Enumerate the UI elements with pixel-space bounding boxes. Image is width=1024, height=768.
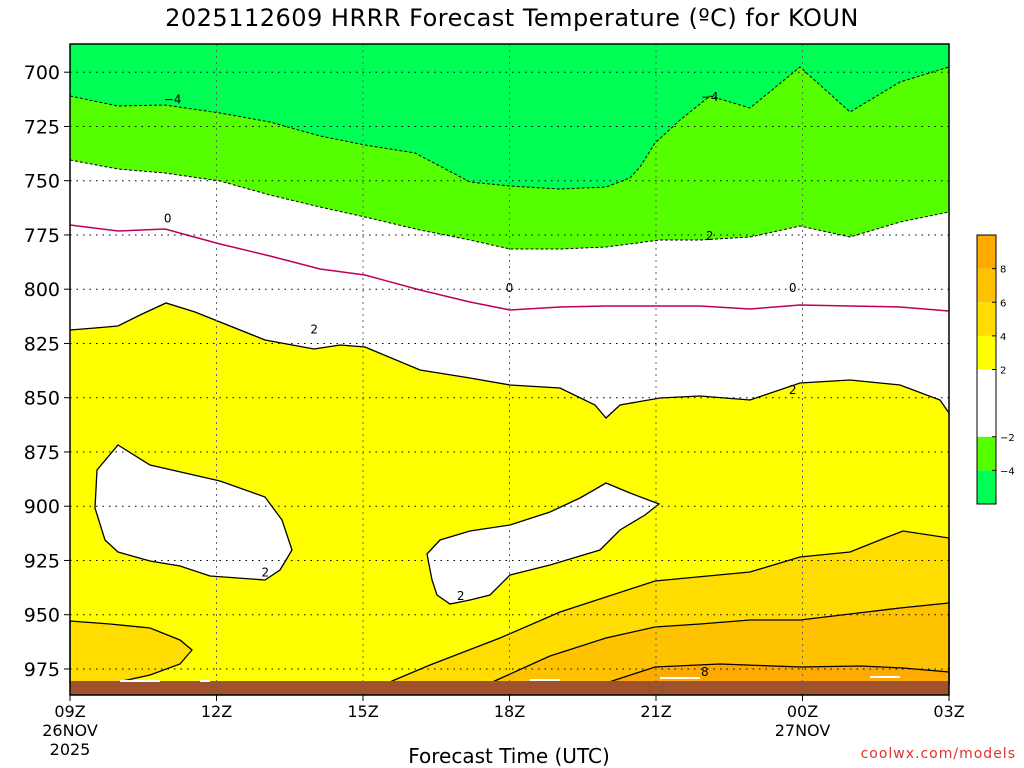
colorbar-tick-label: −2 <box>1000 433 1015 444</box>
x-axis-label: Forecast Time (UTC) <box>408 744 610 768</box>
contour-labels: −4 −4 0 2 0 0 2 2 2 2 8 <box>164 90 797 679</box>
colorbar-segment <box>977 436 996 471</box>
contour-line-minus4 <box>69 66 950 190</box>
y-tick-label: 750 <box>24 171 60 193</box>
x-tick-label: 15Z <box>347 702 378 721</box>
y-tick-label: 875 <box>24 442 60 464</box>
contour-label: −4 <box>164 92 182 106</box>
colorbar-tick-label: 8 <box>1000 265 1006 276</box>
chart-title: 2025112609 HRRR Forecast Temperature (ºC… <box>165 4 859 32</box>
y-tick-label: 775 <box>24 225 60 247</box>
ground-edge-marks <box>120 676 900 682</box>
x-tick-label: 00Z <box>787 702 818 721</box>
y-tick-label: 825 <box>24 333 60 355</box>
contour-label: 0 <box>164 212 172 226</box>
x-tick-label: 18Z <box>494 702 525 721</box>
region-white-bubble-left <box>94 444 293 581</box>
colorbar-segment <box>977 470 996 504</box>
x-year-label: 2025 <box>50 740 91 759</box>
contour-label: 2 <box>262 565 270 579</box>
grid-lines <box>70 44 949 695</box>
credit-text: coolwx.com/models <box>860 746 1016 762</box>
colorbar-segment <box>977 235 996 269</box>
colorbar: 8 6 4 2 −2 −4 <box>976 234 1015 505</box>
y-tick-label: 700 <box>24 62 60 84</box>
y-tick-label: 850 <box>24 388 60 410</box>
contour-line-2 <box>69 302 950 419</box>
colorbar-tick-label: −4 <box>1000 466 1015 477</box>
x-date-label: 27NOV <box>775 721 831 740</box>
contour-label: 0 <box>506 281 514 295</box>
contour-label: 2 <box>457 589 465 603</box>
x-date-label: 26NOV <box>42 721 98 740</box>
x-tick-label: 09Z <box>54 702 85 721</box>
contour-label: 2 <box>789 383 797 397</box>
colorbar-tick-label: 2 <box>1000 366 1006 377</box>
colorbar-segment <box>977 302 996 336</box>
y-tick-label: 950 <box>24 605 60 627</box>
contour-label: 2 <box>706 229 714 243</box>
contour-label: 0 <box>789 281 797 295</box>
y-tick-label: 925 <box>24 550 60 572</box>
x-tick-label: 21Z <box>640 702 671 721</box>
y-tick-label: 975 <box>24 659 60 681</box>
region-white-bubble-mid <box>426 482 661 605</box>
colorbar-segment <box>977 369 996 437</box>
y-tick-label: 800 <box>24 279 60 301</box>
x-tick-label: 03Z <box>933 702 964 721</box>
colorbar-tick-label: 6 <box>1000 298 1006 309</box>
contour-label: 2 <box>310 322 318 336</box>
y-tick-label: 725 <box>24 116 60 138</box>
colorbar-segment <box>977 335 996 370</box>
y-tick-label: 900 <box>24 496 60 518</box>
colorbar-segment <box>977 268 996 303</box>
contour-label: 8 <box>701 665 709 679</box>
x-tick-label: 12Z <box>201 702 232 721</box>
contour-label: −4 <box>701 90 719 104</box>
colorbar-tick-label: 4 <box>1000 332 1006 343</box>
y-axis: 700 725 750 775 800 825 850 875 900 925 950 975 <box>24 62 70 681</box>
